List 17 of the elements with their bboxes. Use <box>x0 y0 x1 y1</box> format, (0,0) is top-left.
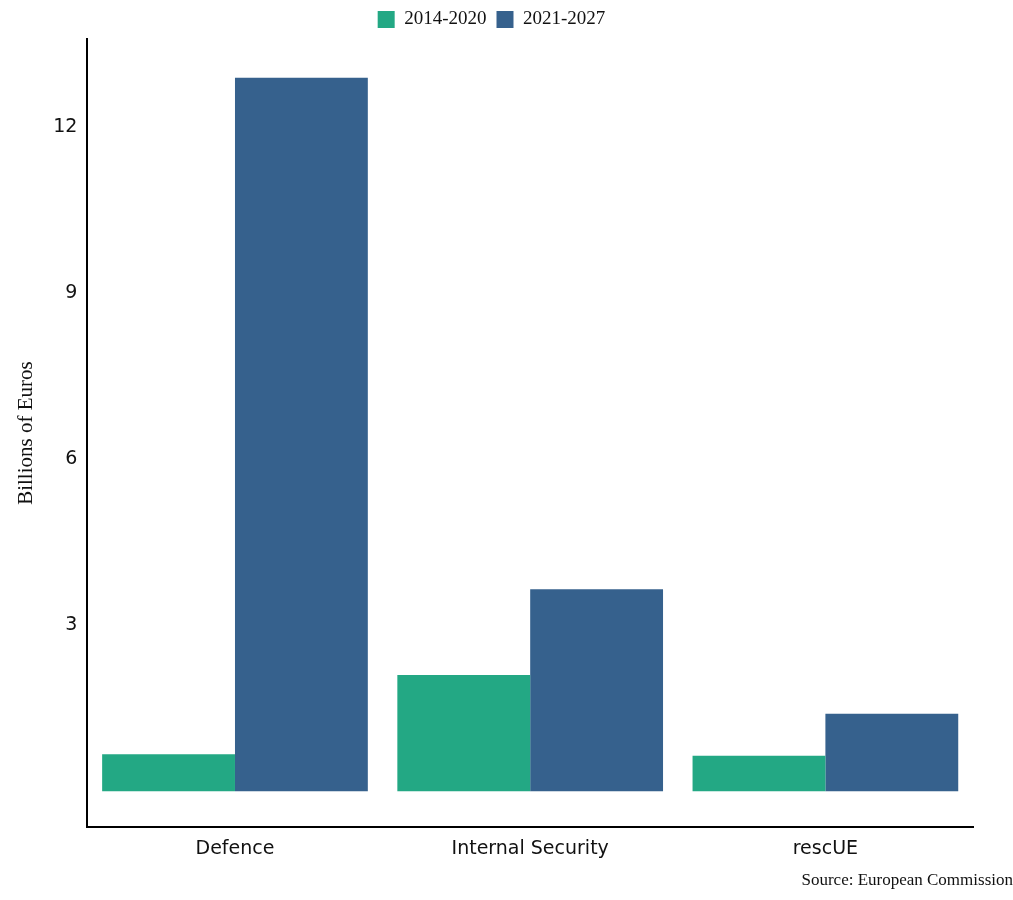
bar <box>692 755 826 792</box>
bar <box>530 589 664 792</box>
bar <box>825 713 959 792</box>
legend-label: 2021-2027 <box>523 7 606 29</box>
x-tick-label: Internal Security <box>451 835 609 858</box>
y-tick-label: 9 <box>65 280 78 303</box>
bar <box>234 77 368 792</box>
y-axis-title: Billions of Euros <box>13 361 38 505</box>
y-tick-label: 6 <box>65 446 78 469</box>
source-note: Source: European Commission <box>800 870 1013 890</box>
y-tick-label: 12 <box>53 114 78 137</box>
x-tick-label: Defence <box>195 835 275 858</box>
x-tick-label: rescUE <box>792 835 859 858</box>
legend-label: 2014-2020 <box>404 7 487 29</box>
bar <box>102 754 235 792</box>
y-tick-label: 3 <box>65 612 78 635</box>
bar <box>397 675 531 792</box>
